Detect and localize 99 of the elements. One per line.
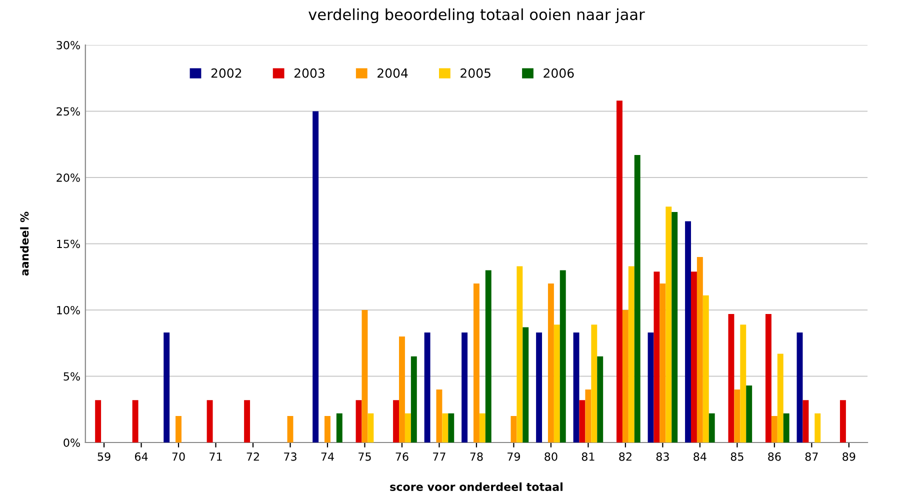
x-tick-label: 77 [433,452,446,461]
bar [473,284,480,442]
bar [585,390,592,442]
bar [597,356,604,442]
x-tick-label: 87 [805,452,818,461]
bar [404,413,411,442]
bar [740,324,746,442]
bar [132,400,138,442]
x-tick-label: 76 [396,452,408,461]
x-tick-label: 82 [619,452,632,461]
x-tick-label: 86 [768,452,781,461]
bar [356,400,362,442]
bar [802,400,809,442]
bar [510,416,517,442]
bar [362,310,368,442]
bar [728,314,734,442]
bar [287,416,294,442]
bar [696,257,703,442]
bar [666,206,672,442]
bar [368,413,374,442]
bar [634,154,640,442]
bar [554,324,560,442]
x-axis-title: score voor onderdeel totaal [390,482,562,492]
bar [796,332,803,442]
x-tick-label: 71 [210,452,222,461]
x-tick-label: 80 [544,452,558,461]
legend-label: 2005 [460,68,490,78]
bar [336,413,342,442]
bar [536,332,542,442]
bar [690,272,697,442]
bar [479,413,486,442]
bar [702,295,709,442]
bar [95,400,102,442]
x-tick-label: 70 [172,452,185,461]
bar [628,266,634,442]
bar [708,413,715,442]
bar [685,221,691,442]
bar [660,284,666,442]
x-tick-label: 79 [508,452,520,461]
y-tick-label: 10% [57,306,80,314]
bar [672,212,678,442]
bar [765,314,772,442]
bar [573,332,580,442]
legend-label: 2003 [294,68,324,78]
x-tick-label: 83 [656,452,669,461]
bar [771,416,778,442]
x-tick-label: 74 [321,452,334,461]
bar [442,413,448,442]
y-tick-label: 5% [64,372,80,381]
chart-title: verdeling beoordeling totaal ooien naar jaar [308,8,645,24]
y-tick-label: 20% [56,173,80,182]
y-tick-label: 30% [56,40,80,50]
y-axis-title: aandeel % [20,212,29,276]
bar [312,111,319,442]
legend-label: 2006 [544,68,574,78]
x-tick-label: 59 [98,452,110,461]
x-tick-label: 75 [358,452,371,461]
bar [462,332,468,442]
bar [244,400,250,442]
x-tick-label: 81 [582,452,594,461]
bar [814,413,821,442]
y-tick-label: 0% [64,438,80,447]
y-tick-label: 15% [57,240,80,248]
bar [516,266,523,442]
bar [424,332,430,442]
bar [840,400,846,442]
bar [399,336,405,442]
bar [206,400,213,442]
bar [560,270,566,442]
bar [579,400,586,442]
bar [436,390,442,442]
bar [324,416,330,442]
bar [393,400,399,442]
bar [164,332,170,442]
x-tick-label: 84 [694,452,706,461]
x-tick-label: 64 [134,452,148,461]
legend-label: 2004 [378,68,408,78]
bar [176,416,182,442]
bar [654,272,660,442]
bar [648,332,654,442]
bar [777,354,784,442]
bar [410,356,417,442]
bar [485,270,492,442]
bar [783,413,790,442]
x-tick-label: 73 [284,452,296,461]
x-tick-label: 72 [246,452,259,461]
bar [548,284,554,442]
legend-label: 2002 [211,68,242,78]
x-tick-label: 85 [730,452,744,461]
x-tick-label: 89 [842,452,856,461]
bar [448,413,454,442]
bar [734,390,740,442]
bar [622,310,628,442]
bar [591,324,598,442]
bar [616,100,622,442]
x-tick-label: 78 [470,452,483,461]
bar [746,386,752,442]
y-tick-label: 25% [56,107,80,116]
bar [522,327,529,442]
